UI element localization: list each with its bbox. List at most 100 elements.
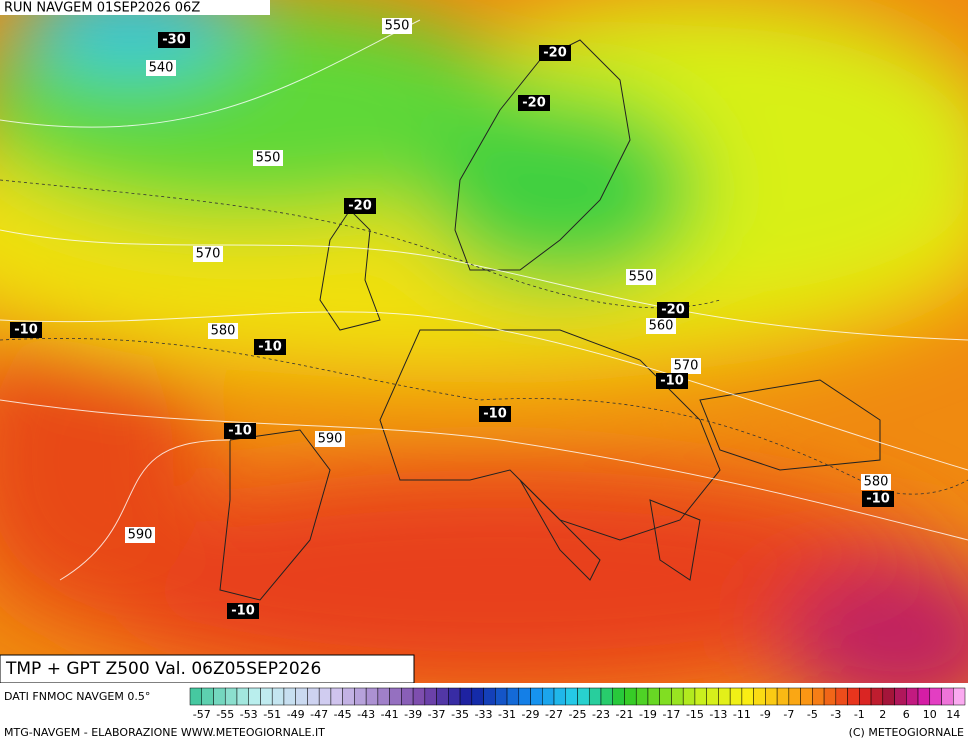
contour-label-bg (208, 323, 238, 339)
scale-swatch (753, 687, 766, 706)
scale-swatch (906, 687, 919, 706)
scale-swatch (530, 687, 543, 706)
temperature-label-bg (10, 322, 42, 338)
scale-swatch (342, 687, 355, 706)
scale-swatch (283, 687, 296, 706)
scale-label: -31 (498, 708, 516, 721)
color-scale: -57 -55 -53 -51 -49 -47 -45 -43 -41 -39 -37 -35 -33-… (189, 687, 966, 721)
scale-swatch (729, 687, 743, 706)
temperature-label-bg (479, 406, 511, 422)
scale-label: -39 (404, 708, 422, 721)
scale-swatch (706, 687, 719, 706)
source-label: DATI FNMOC NAVGEM 0.5° (4, 690, 150, 703)
scale-label: -23 (592, 708, 610, 721)
scale-swatch (236, 687, 249, 706)
scale-label: 6 (903, 708, 910, 721)
scale-swatch (835, 687, 848, 706)
scale-swatch (765, 687, 778, 706)
scale-swatch (389, 687, 402, 706)
temperature-label-bg (657, 302, 689, 318)
temperature-field (0, 0, 968, 683)
scale-label: -11 (733, 708, 751, 721)
temperature-label: -10 (231, 604, 255, 619)
contour-label: 540 (149, 61, 174, 76)
scale-swatch (471, 687, 484, 706)
scale-label: -51 (263, 708, 281, 721)
scale-label: -49 (287, 708, 305, 721)
scale-swatch (847, 687, 860, 706)
scale-label: -1 (854, 708, 865, 721)
contour-label: 570 (196, 247, 221, 262)
scale-swatch (271, 687, 285, 706)
scale-swatch (318, 687, 332, 706)
scale-swatch (565, 687, 578, 706)
scale-swatch (189, 687, 202, 706)
scale-swatch (354, 687, 367, 706)
coastlines (219, 39, 881, 601)
scale-label: -41 (381, 708, 399, 721)
scale-label: -53 (240, 708, 258, 721)
scale-swatch (213, 687, 226, 706)
scale-label: -7 (783, 708, 794, 721)
contour-label-bg (253, 150, 283, 166)
contour-label: 550 (629, 270, 654, 285)
scale-swatch (812, 687, 825, 706)
scale-swatch (330, 687, 343, 706)
scale-label: -29 (522, 708, 540, 721)
contour-label: 580 (211, 324, 236, 339)
scale-swatch (401, 687, 414, 706)
scale-label: -3 (830, 708, 841, 721)
temperature-label: -10 (14, 323, 38, 338)
scale-swatch (248, 687, 261, 706)
temperature-label: -20 (543, 46, 567, 61)
scale-swatch (553, 687, 567, 706)
temperature-label: -10 (483, 407, 507, 422)
scale-swatch (424, 687, 437, 706)
scale-label: 14 (946, 708, 960, 721)
contour-label: 550 (256, 151, 281, 166)
temperature-label-bg (224, 423, 256, 439)
scale-swatch (542, 687, 555, 706)
temperature-label: -20 (522, 96, 546, 111)
contour-label: 590 (128, 528, 153, 543)
scale-label: -27 (545, 708, 563, 721)
run-box (0, 0, 270, 15)
contour-label-bg (646, 318, 676, 334)
temperature-label-bg (862, 491, 894, 507)
scale-swatch (659, 687, 672, 706)
scale-swatch (941, 687, 954, 706)
scale-swatch (823, 687, 837, 706)
temperature-label: -10 (866, 492, 890, 507)
scale-swatch (365, 687, 379, 706)
scale-label: -47 (310, 708, 328, 721)
map-labels: 550 540 550 570 580 590 590 550 560 570 580 -30 -20 -… (10, 18, 894, 619)
scale-label: 10 (923, 708, 937, 721)
scale-swatch (894, 687, 907, 706)
temperature-label: -20 (661, 303, 685, 318)
scale-label: 2 (879, 708, 886, 721)
temperature-label-bg (518, 95, 550, 111)
scale-label: -55 (216, 708, 234, 721)
scale-swatch (307, 687, 320, 706)
scale-label: -33 (475, 708, 493, 721)
contour-label: 580 (864, 475, 889, 490)
scale-swatch (953, 687, 966, 706)
scale-swatch (882, 687, 895, 706)
contour-label: 550 (385, 19, 410, 34)
scale-label: -17 (662, 708, 680, 721)
scale-swatch (800, 687, 813, 706)
scale-swatch (600, 687, 613, 706)
scale-swatch (588, 687, 602, 706)
scale-swatch (694, 687, 707, 706)
scale-swatch (224, 687, 238, 706)
scale-swatch (448, 687, 461, 706)
contour-label-bg (861, 474, 891, 490)
temperature-label-bg (254, 339, 286, 355)
scale-swatch (377, 687, 390, 706)
scale-swatch (483, 687, 496, 706)
scale-label: -21 (615, 708, 633, 721)
temperature-label-bg (539, 45, 571, 61)
scale-swatch (917, 687, 931, 706)
scale-swatch (635, 687, 649, 706)
contour-label-bg (193, 246, 223, 262)
